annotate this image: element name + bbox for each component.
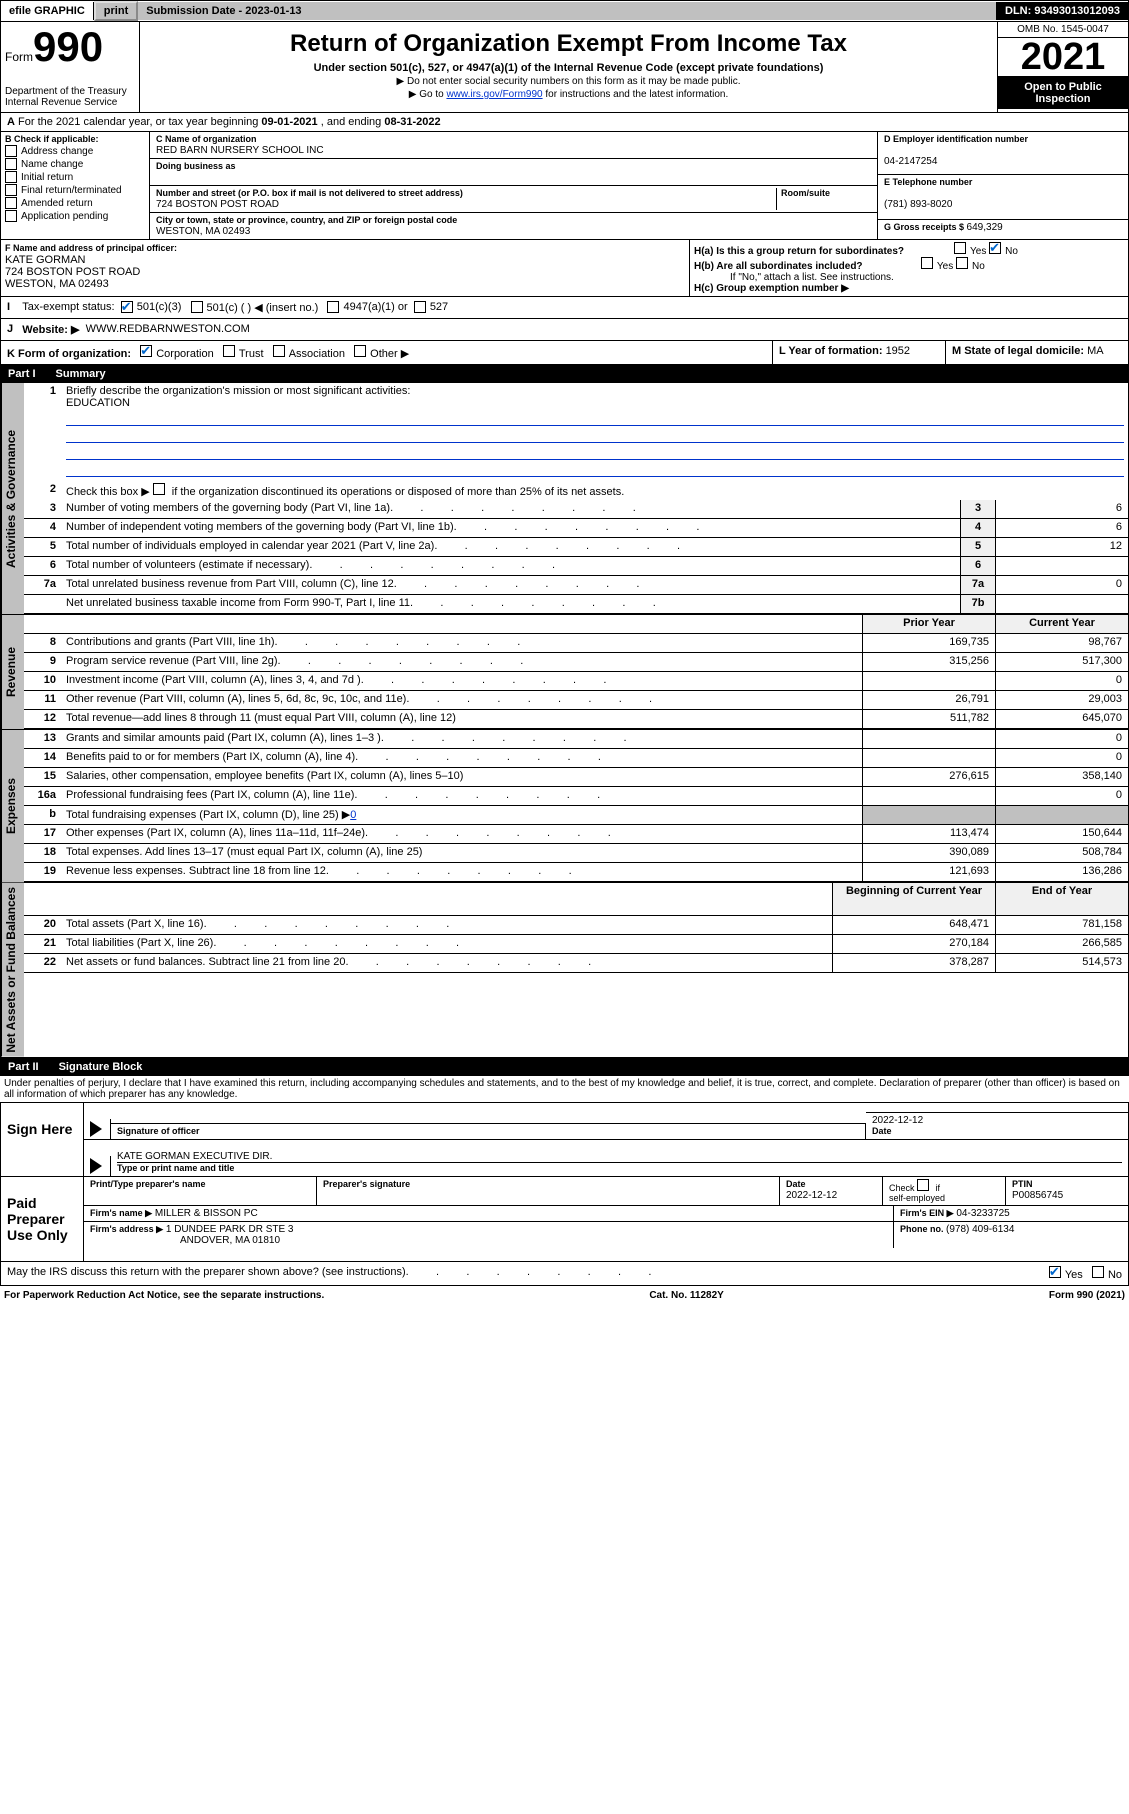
row-klm: K Form of organization: Corporation Trus…	[0, 341, 1129, 365]
cb-amended-return[interactable]	[5, 197, 17, 209]
cb-corp[interactable]	[140, 345, 152, 357]
officer-sig-name: KATE GORMAN EXECUTIVE DIR.	[117, 1151, 272, 1162]
summary-netassets: Net Assets or Fund Balances Beginning of…	[0, 883, 1129, 1058]
form-note-2: ▶ Go to www.irs.gov/Form990 for instruct…	[144, 89, 993, 100]
footer-right: Form 990 (2021)	[1049, 1290, 1125, 1301]
open-public-label: Open to Public Inspection	[998, 77, 1128, 109]
l5-val: 12	[995, 538, 1128, 556]
sign-here-label: Sign Here	[1, 1103, 83, 1176]
firm-ein: 04-3233725	[956, 1208, 1009, 1219]
row-fh: F Name and address of principal officer:…	[0, 240, 1129, 297]
right-block: D Employer identification number 04-2147…	[877, 132, 1128, 239]
l6-val	[995, 557, 1128, 575]
cb-address-change[interactable]	[5, 145, 17, 157]
footer-mid: Cat. No. 11282Y	[649, 1290, 723, 1301]
tax-year: 2021	[998, 38, 1128, 77]
row-j: J Website: ▶ WWW.REDBARNWESTON.COM	[0, 319, 1129, 341]
page-footer: For Paperwork Reduction Act Notice, see …	[0, 1286, 1129, 1305]
side-expenses: Expenses	[1, 730, 24, 882]
year-formation: 1952	[886, 345, 910, 357]
part2-header: Part IISignature Block	[0, 1058, 1129, 1076]
l7a-val: 0	[995, 576, 1128, 594]
arrow-icon	[90, 1158, 102, 1174]
penalties-text: Under penalties of perjury, I declare th…	[0, 1076, 1129, 1103]
cb-name-change[interactable]	[5, 158, 17, 170]
cb-501c[interactable]	[191, 301, 203, 313]
org-name: RED BARN NURSERY SCHOOL INC	[156, 145, 324, 156]
summary-revenue: Revenue Prior YearCurrent Year 8Contribu…	[0, 615, 1129, 730]
cb-4947[interactable]	[327, 301, 339, 313]
cb-application-pending[interactable]	[5, 210, 17, 222]
row-i: I Tax-exempt status: 501(c)(3) 501(c) ( …	[0, 297, 1129, 319]
paid-preparer-block: Paid Preparer Use Only Print/Type prepar…	[0, 1177, 1129, 1262]
org-info-row: B Check if applicable: Address change Na…	[0, 132, 1129, 240]
year-cell: OMB No. 1545-0047 2021 Open to Public In…	[997, 22, 1128, 112]
form-subtitle: Under section 501(c), 527, or 4947(a)(1)…	[144, 62, 993, 74]
form-title: Return of Organization Exempt From Incom…	[144, 30, 993, 58]
print-button[interactable]: print	[94, 1, 138, 21]
cb-527[interactable]	[414, 301, 426, 313]
ein: 04-2147254	[884, 156, 937, 167]
section-b-checkboxes: B Check if applicable: Address change Na…	[1, 132, 150, 239]
footer-left: For Paperwork Reduction Act Notice, see …	[4, 1290, 324, 1301]
form-number-cell: Form990 Department of the TreasuryIntern…	[1, 22, 140, 112]
form-note-1: ▶ Do not enter social security numbers o…	[144, 76, 993, 87]
summary-expenses: Expenses 13Grants and similar amounts pa…	[0, 730, 1129, 883]
cb-assoc[interactable]	[273, 345, 285, 357]
org-city: WESTON, MA 02493	[156, 226, 250, 237]
firm-phone: (978) 409-6134	[946, 1224, 1014, 1235]
telephone: (781) 893-8020	[884, 199, 952, 210]
cb-discuss-yes[interactable]	[1049, 1266, 1061, 1278]
cb-trust[interactable]	[223, 345, 235, 357]
form-header: Form990 Department of the TreasuryIntern…	[0, 22, 1129, 113]
cb-line2[interactable]	[153, 483, 165, 495]
cb-initial-return[interactable]	[5, 171, 17, 183]
cb-ha-no[interactable]	[989, 242, 1001, 254]
firm-name: MILLER & BISSON PC	[155, 1208, 258, 1219]
state-domicile: MA	[1087, 345, 1104, 357]
summary-governance: Activities & Governance 1 Briefly descri…	[0, 383, 1129, 615]
cb-ha-yes[interactable]	[954, 242, 966, 254]
irs-link[interactable]: www.irs.gov/Form990	[446, 89, 542, 100]
form-title-cell: Return of Organization Exempt From Incom…	[140, 22, 997, 112]
org-address: 724 BOSTON POST ROAD	[156, 199, 279, 210]
cb-501c3[interactable]	[121, 301, 133, 313]
cb-hb-yes[interactable]	[921, 257, 933, 269]
firm-addr: 1 DUNDEE PARK DR STE 3	[166, 1224, 294, 1235]
side-revenue: Revenue	[1, 615, 24, 729]
officer-name: KATE GORMAN	[5, 254, 85, 266]
row-a: A For the 2021 calendar year, or tax yea…	[0, 113, 1129, 132]
mission: EDUCATION	[66, 397, 130, 409]
cb-final-return[interactable]	[5, 184, 17, 196]
l16b-link[interactable]: 0	[350, 809, 356, 821]
sign-date: 2022-12-12	[872, 1115, 923, 1126]
sign-here-block: Sign Here Signature of officer 2022-12-1…	[0, 1103, 1129, 1177]
cb-self-employed[interactable]	[917, 1179, 929, 1191]
paid-preparer-label: Paid Preparer Use Only	[1, 1177, 83, 1261]
dln-label: DLN: 93493013012093	[997, 2, 1128, 20]
submission-date: Submission Date - 2023-01-13	[138, 2, 997, 20]
arrow-icon	[90, 1121, 102, 1137]
org-block: C Name of organization RED BARN NURSERY …	[150, 132, 877, 239]
part1-header: Part ISummary	[0, 365, 1129, 383]
gross-receipts: 649,329	[967, 222, 1003, 233]
dept-label: Department of the TreasuryInternal Reven…	[5, 86, 135, 108]
cb-other[interactable]	[354, 345, 366, 357]
efile-label: efile GRAPHIC	[1, 2, 94, 20]
cb-discuss-no[interactable]	[1092, 1266, 1104, 1278]
side-governance: Activities & Governance	[1, 383, 24, 614]
ptin: P00856745	[1012, 1190, 1063, 1201]
top-toolbar: efile GRAPHIC print Submission Date - 20…	[0, 0, 1129, 22]
discuss-row: May the IRS discuss this return with the…	[0, 1262, 1129, 1286]
cb-hb-no[interactable]	[956, 257, 968, 269]
website: WWW.REDBARNWESTON.COM	[86, 323, 250, 336]
l3-val: 6	[995, 500, 1128, 518]
l7b-val	[995, 595, 1128, 613]
side-netassets: Net Assets or Fund Balances	[1, 883, 24, 1057]
l4-val: 6	[995, 519, 1128, 537]
